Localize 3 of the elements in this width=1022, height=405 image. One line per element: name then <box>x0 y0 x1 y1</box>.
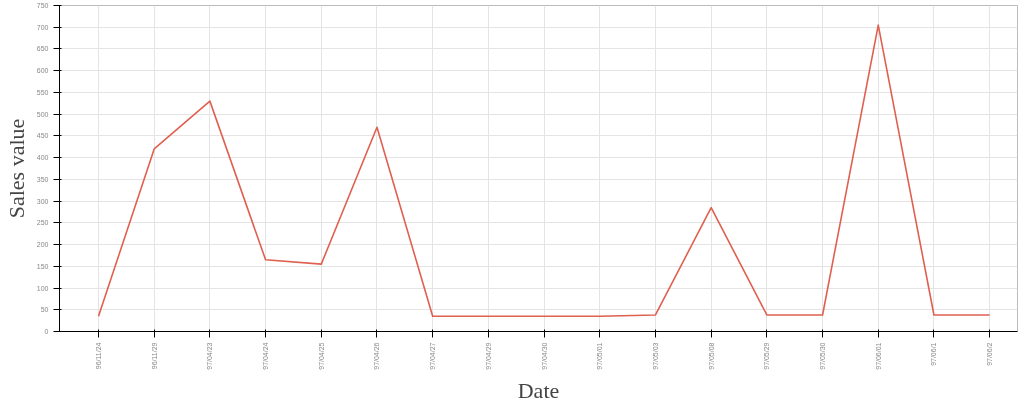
y-axis-title: Sales value <box>3 118 29 219</box>
line-series <box>97 24 991 318</box>
x-axis-title: Date <box>517 377 560 403</box>
